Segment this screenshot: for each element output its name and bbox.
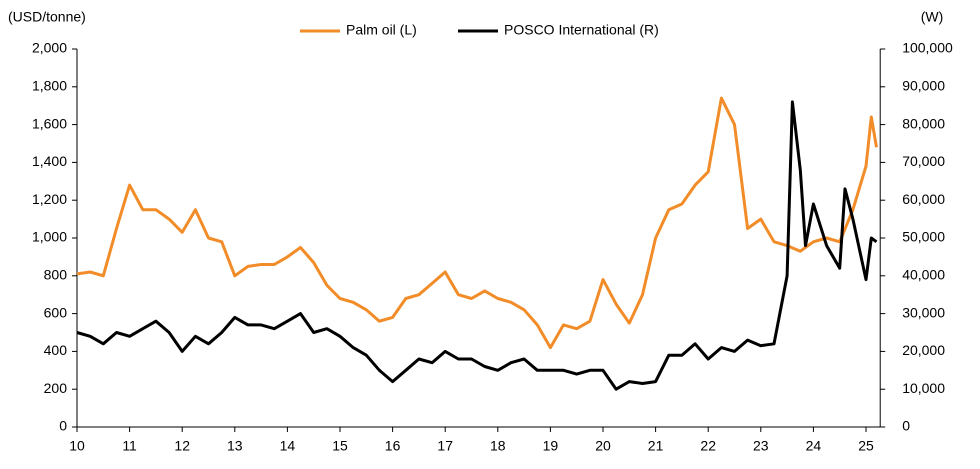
y-tick-label: 800 xyxy=(44,267,68,283)
y-tick-label: 400 xyxy=(44,342,68,358)
legend-label: Palm oil (L) xyxy=(346,22,417,38)
x-tick-label: 13 xyxy=(227,438,243,454)
series-line xyxy=(76,100,878,391)
x-tick-label: 24 xyxy=(806,438,822,454)
x-tick-label: 15 xyxy=(332,438,348,454)
x-tick-label: 22 xyxy=(700,438,716,454)
y-tick-label: 1,400 xyxy=(32,153,67,169)
y-tick-label: 2,000 xyxy=(32,40,67,56)
x-tick-label: 14 xyxy=(280,438,296,454)
y2-tick-label: 0 xyxy=(902,418,910,434)
y2-tick-label: 30,000 xyxy=(902,304,945,320)
x-tick-label: 21 xyxy=(648,438,664,454)
y2-tick-label: 20,000 xyxy=(902,342,945,358)
series-line xyxy=(76,96,878,350)
y2-tick-label: 50,000 xyxy=(902,229,945,245)
x-tick-label: 16 xyxy=(385,438,401,454)
x-tick-label: 11 xyxy=(122,438,137,454)
x-tick-label: 25 xyxy=(858,438,874,454)
y-tick-label: 1,000 xyxy=(32,229,67,245)
y-axis-label: (USD/tonne) xyxy=(8,9,86,25)
y-tick-label: 600 xyxy=(44,304,68,320)
y-tick-label: 0 xyxy=(59,418,67,434)
y2-tick-label: 80,000 xyxy=(902,115,945,131)
x-tick-label: 10 xyxy=(69,438,85,454)
y2-axis-label: (W) xyxy=(921,9,944,25)
y2-tick-label: 40,000 xyxy=(902,267,945,283)
y-tick-label: 1,200 xyxy=(32,191,67,207)
x-tick-label: 19 xyxy=(543,438,559,454)
y-tick-label: 1,800 xyxy=(32,78,67,94)
y-tick-label: 1,600 xyxy=(32,115,67,131)
y2-tick-label: 70,000 xyxy=(902,153,945,169)
x-tick-label: 18 xyxy=(490,438,506,454)
x-tick-label: 20 xyxy=(595,438,611,454)
y2-tick-label: 100,000 xyxy=(902,40,953,56)
x-tick-label: 23 xyxy=(753,438,769,454)
x-tick-label: 17 xyxy=(437,438,453,454)
y-tick-label: 200 xyxy=(44,380,68,396)
legend-label: POSCO International (R) xyxy=(504,22,659,38)
y2-tick-label: 10,000 xyxy=(902,380,945,396)
x-tick-label: 12 xyxy=(174,438,190,454)
y2-tick-label: 90,000 xyxy=(902,78,945,94)
y2-tick-label: 60,000 xyxy=(902,191,945,207)
